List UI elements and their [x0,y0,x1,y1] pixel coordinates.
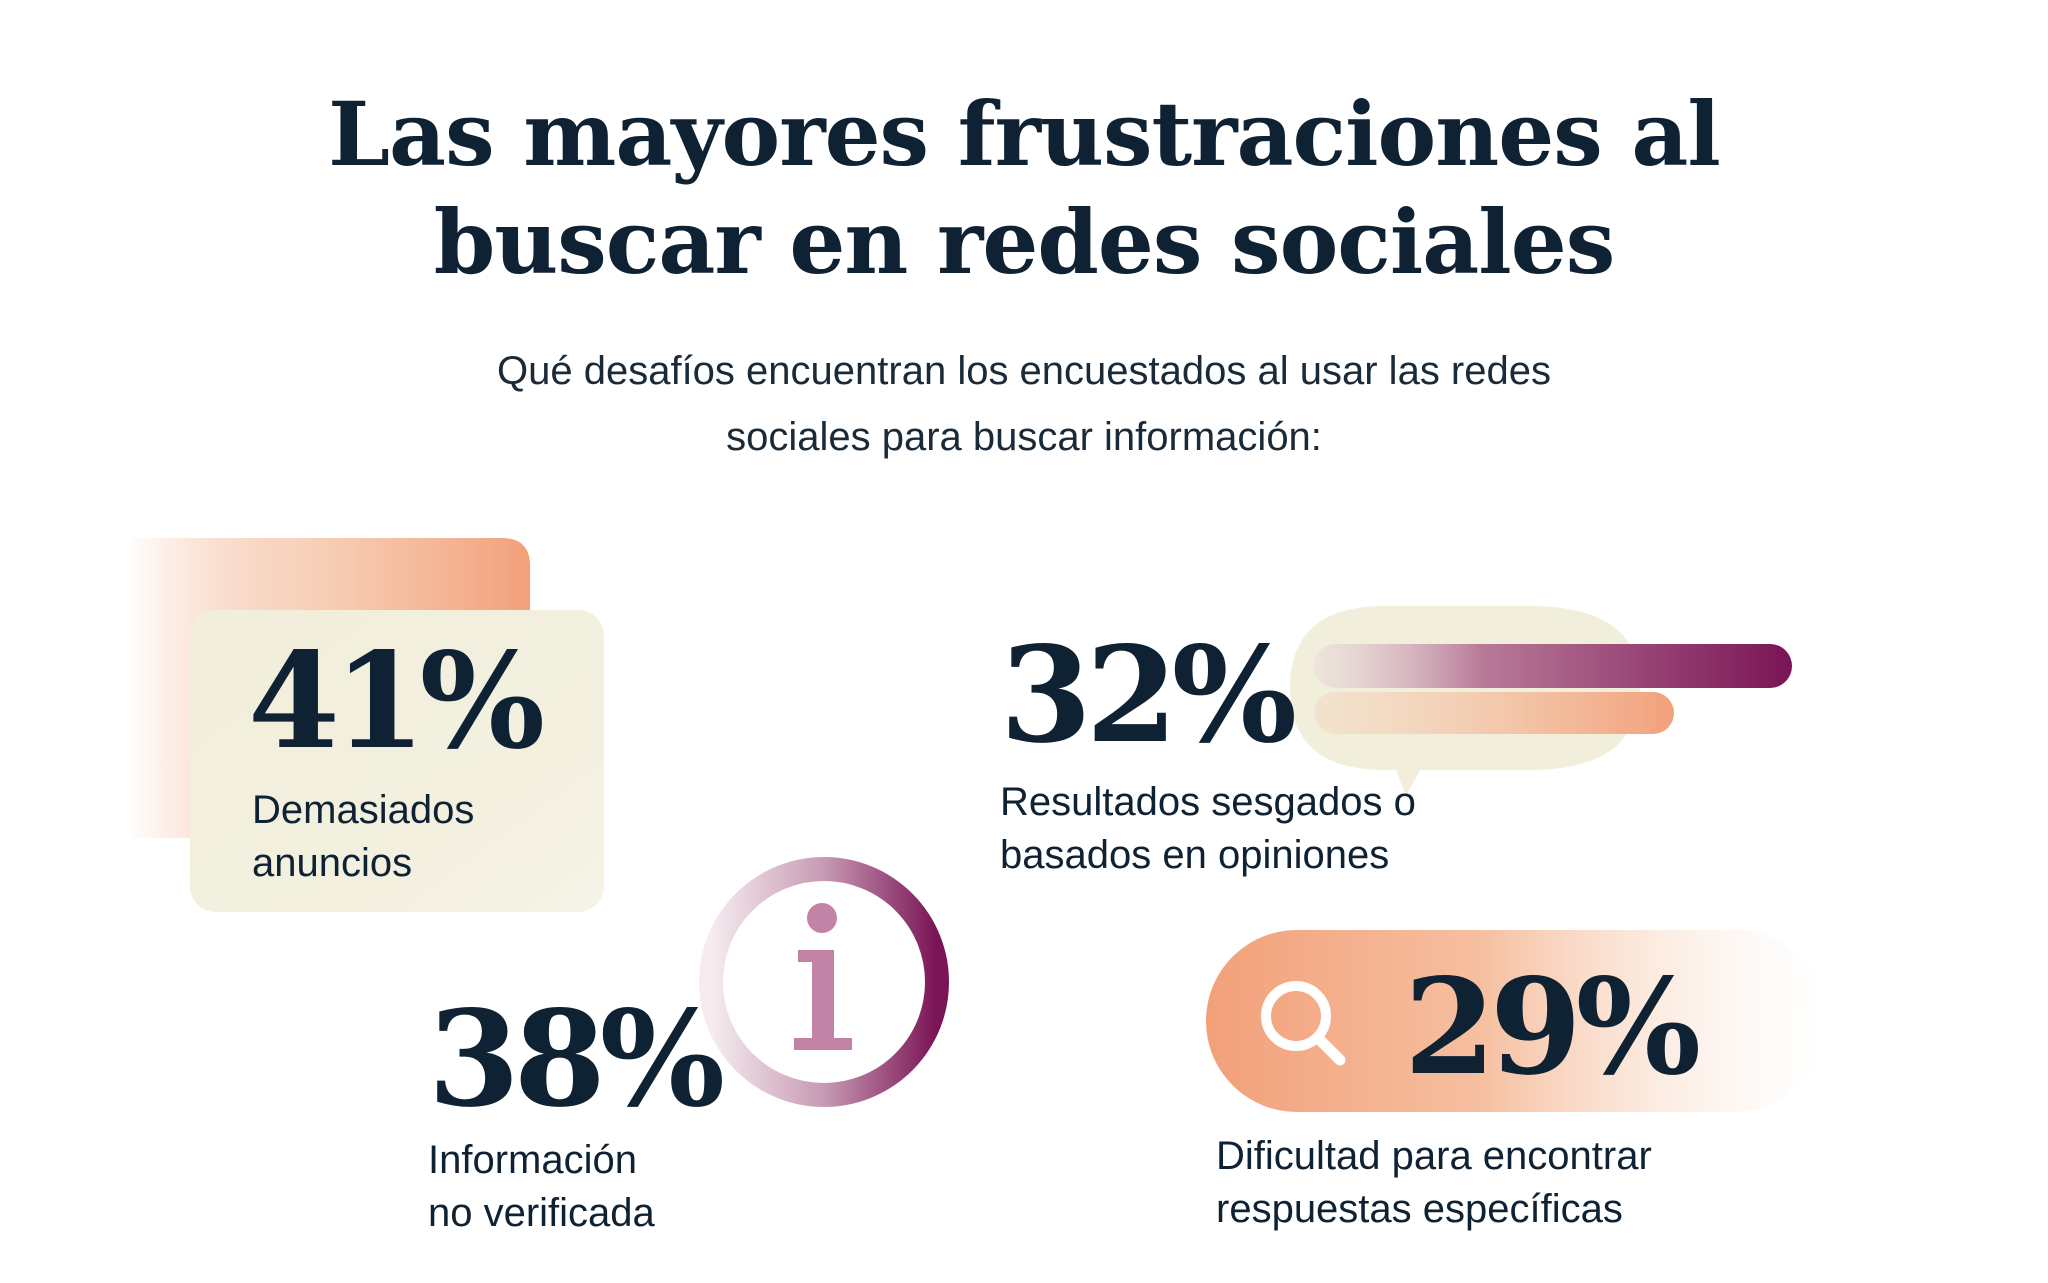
search-pill-graphic [1206,930,1826,1112]
title-line-1: Las mayores frustraciones al [328,82,1721,186]
stat-29-label: Dificultad para encontrar respuestas esp… [1216,1130,1652,1236]
stat-32-value: 32% [1000,618,1297,773]
title-line-2: buscar en redes sociales [433,190,1616,294]
page-title: Las mayores frustraciones al buscar en r… [0,80,2048,296]
stat-41-label-line-2: anuncios [252,841,413,885]
stat-29-label-line-1: Dificultad para encontrar [1216,1134,1652,1178]
stat-38-value: 38% [428,982,725,1137]
stat-38-label-line-2: no verificada [428,1191,655,1235]
stat-29-value: 29% [1404,950,1701,1105]
stat-41-label-line-1: Demasiados [252,788,475,832]
stat-41-label: Demasiados anuncios [252,784,474,890]
subtitle-line-1: Qué desafíos encuentran los encuestados … [497,349,1551,393]
stat-32-label-line-2: basados en opiniones [1000,833,1390,877]
stat-41-value: 41% [248,624,545,779]
stat-29-label-line-2: respuestas específicas [1216,1187,1623,1231]
bias-speech-graphic [1290,606,1792,796]
search-icon [1261,981,1346,1066]
stat-32-label-line-1: Resultados sesgados o [1000,780,1416,824]
info-icon [699,857,949,1107]
subtitle-line-2: sociales para buscar información: [726,415,1322,459]
ads-card-graphic [128,538,604,912]
subtitle: Qué desafíos encuentran los encuestados … [324,338,1724,470]
stat-38-label: Información no verificada [428,1134,655,1240]
stat-38-label-line-1: Información [428,1138,637,1182]
stat-32-label: Resultados sesgados o basados en opinion… [1000,776,1416,882]
